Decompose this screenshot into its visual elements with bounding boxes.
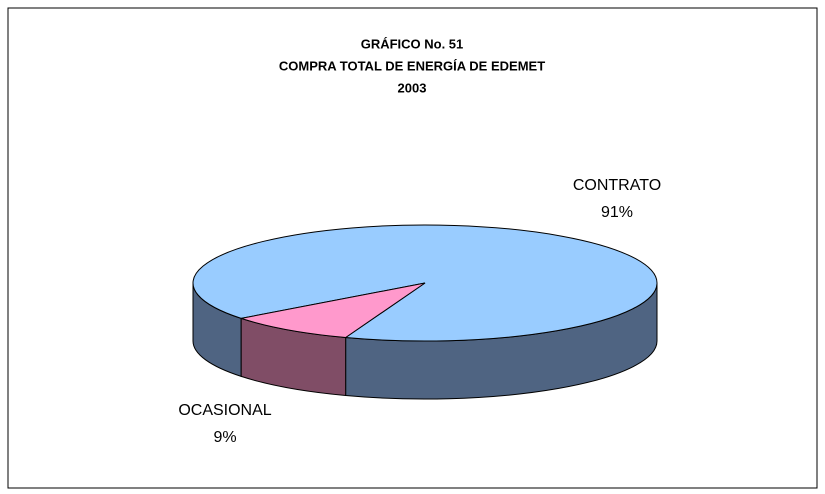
chart-title: COMPRA TOTAL DE ENERGÍA DE EDEMET [279,58,545,73]
chart-title: 2003 [398,80,427,95]
slice-label: CONTRATO [573,177,661,194]
chart-title: GRÁFICO No. 51 [361,36,464,51]
slice-value-label: 91% [601,204,633,221]
pie-slice [241,282,426,339]
slice-value-label: 9% [213,429,236,446]
pie [192,224,658,400]
slice-label: OCASIONAL [178,402,271,419]
